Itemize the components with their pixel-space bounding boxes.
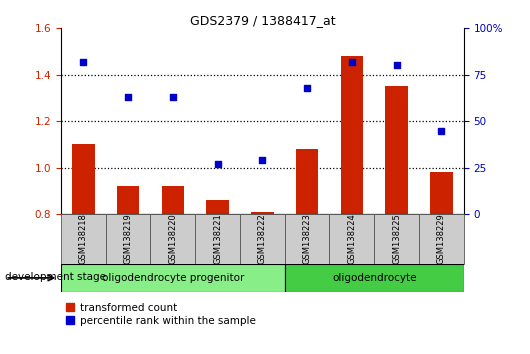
Bar: [296, 149, 319, 214]
Point: [79, 59, 87, 65]
Bar: [61, 264, 285, 292]
Bar: [151, 214, 195, 264]
Point: [258, 158, 267, 163]
Point: [392, 63, 401, 68]
Bar: [374, 214, 419, 264]
Text: oligodendrocyte progenitor: oligodendrocyte progenitor: [102, 273, 244, 283]
Bar: [61, 214, 105, 264]
Title: GDS2379 / 1388417_at: GDS2379 / 1388417_at: [190, 14, 335, 27]
Bar: [162, 186, 184, 214]
Text: oligodendrocyte: oligodendrocyte: [332, 273, 417, 283]
Text: GSM138224: GSM138224: [347, 213, 356, 264]
Bar: [117, 186, 139, 214]
Bar: [240, 214, 285, 264]
Text: GSM138229: GSM138229: [437, 213, 446, 264]
Point: [214, 161, 222, 167]
Legend: transformed count, percentile rank within the sample: transformed count, percentile rank withi…: [66, 303, 255, 326]
Point: [124, 94, 132, 100]
Bar: [206, 200, 229, 214]
Bar: [330, 214, 374, 264]
Bar: [419, 214, 464, 264]
Text: GSM138225: GSM138225: [392, 213, 401, 264]
Text: development stage: development stage: [5, 272, 107, 282]
Bar: [195, 214, 240, 264]
Bar: [341, 56, 363, 214]
Point: [348, 59, 356, 65]
Text: GSM138222: GSM138222: [258, 213, 267, 264]
Bar: [251, 212, 273, 214]
Bar: [285, 264, 464, 292]
Point: [303, 85, 311, 91]
Point: [169, 94, 177, 100]
Bar: [430, 172, 453, 214]
Bar: [72, 144, 94, 214]
Text: GSM138220: GSM138220: [169, 213, 178, 264]
Text: GSM138223: GSM138223: [303, 213, 312, 264]
Text: GSM138218: GSM138218: [79, 213, 88, 264]
Bar: [385, 86, 408, 214]
Bar: [285, 214, 330, 264]
Point: [437, 128, 446, 133]
Text: GSM138219: GSM138219: [123, 213, 132, 264]
Text: GSM138221: GSM138221: [213, 213, 222, 264]
Bar: [105, 214, 151, 264]
